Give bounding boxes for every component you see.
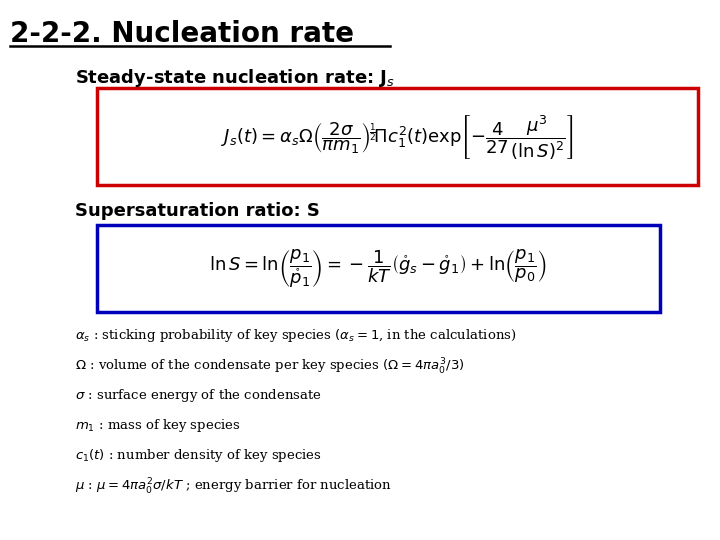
Text: $\Omega$ : volume of the condensate per key species $(\Omega = 4\pi a_0^3/3)$: $\Omega$ : volume of the condensate per …: [75, 357, 464, 377]
Text: $c_1(t)$ : number density of key species: $c_1(t)$ : number density of key species: [75, 447, 322, 464]
Bar: [97, 88, 698, 185]
Bar: [97, 225, 660, 312]
Text: $\sigma$ : surface energy of the condensate: $\sigma$ : surface energy of the condens…: [75, 387, 322, 404]
Text: $\alpha_s$ : sticking probability of key species $(\alpha_s = 1$, in the calcula: $\alpha_s$ : sticking probability of key…: [75, 327, 516, 344]
Text: Supersaturation ratio: S: Supersaturation ratio: S: [75, 202, 320, 220]
Text: 2-2-2. Nucleation rate: 2-2-2. Nucleation rate: [10, 20, 354, 48]
Text: $\mu$ : $\mu = 4\pi a_0^2\sigma/kT$ ; energy barrier for nucleation: $\mu$ : $\mu = 4\pi a_0^2\sigma/kT$ ; en…: [75, 477, 392, 497]
Text: Steady-state nucleation rate: J$_s$: Steady-state nucleation rate: J$_s$: [75, 67, 395, 89]
Text: $\ln S = \ln \!\left( \dfrac{p_1}{\mathring{p}_1} \right) = -\dfrac{1}{kT} \left: $\ln S = \ln \!\left( \dfrac{p_1}{\mathr…: [210, 247, 548, 290]
Text: $m_1$ : mass of key species: $m_1$ : mass of key species: [75, 417, 240, 434]
Text: $J_s(t) = \alpha_s\Omega \left( \dfrac{2\sigma}{\pi m_1} \right)^{\!\frac{1}{2}}: $J_s(t) = \alpha_s\Omega \left( \dfrac{2…: [222, 112, 574, 160]
